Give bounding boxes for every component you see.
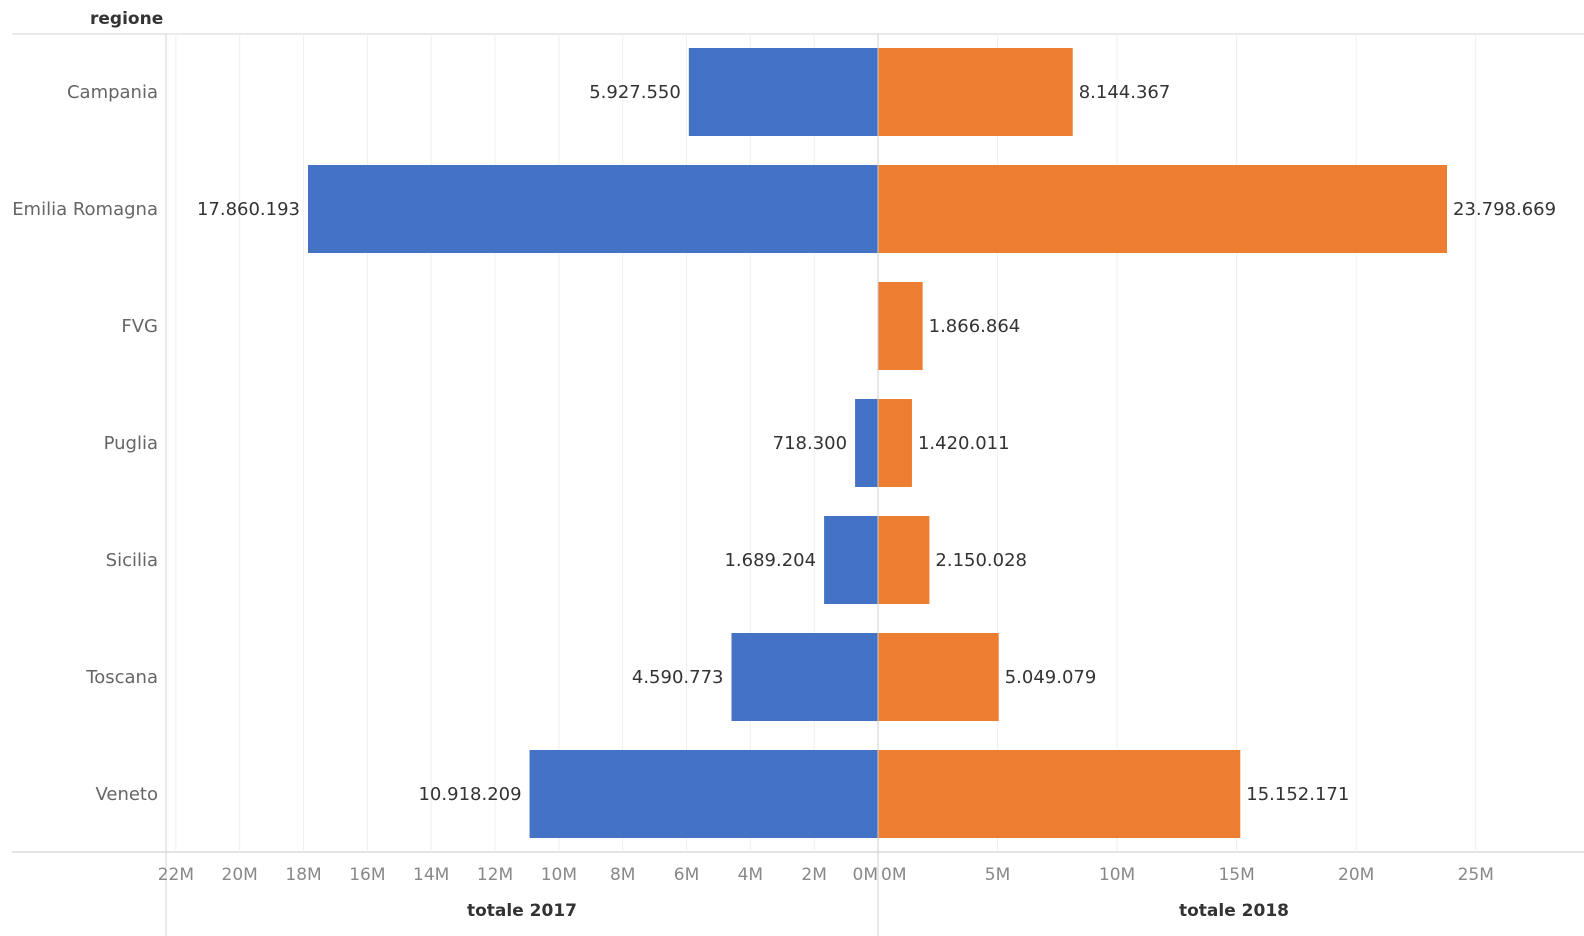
bar-2018 <box>878 516 930 604</box>
category-label: Emilia Romagna <box>12 199 158 220</box>
data-label-2018: 2.150.028 <box>935 550 1027 571</box>
category-label: FVG <box>121 316 158 337</box>
bar-2017 <box>688 48 878 136</box>
data-label-2018: 8.144.367 <box>1079 82 1171 103</box>
bar-2018 <box>878 633 999 721</box>
data-label-2018: 23.798.669 <box>1453 199 1556 220</box>
bar-2017 <box>529 750 878 838</box>
x-axis-title-right: totale 2018 <box>1179 901 1289 921</box>
x-tick-right: 25M <box>1458 865 1494 885</box>
bar-2018 <box>878 165 1447 253</box>
bar-2018 <box>878 48 1073 136</box>
x-tick-left: 12M <box>477 865 513 885</box>
bar-2018 <box>878 750 1241 838</box>
x-tick-right: 5M <box>985 865 1010 885</box>
x-tick-right: 15M <box>1218 865 1254 885</box>
x-tick-left: 10M <box>541 865 577 885</box>
x-tick-left: 16M <box>349 865 385 885</box>
category-label: Puglia <box>104 433 158 454</box>
data-label-2018: 1.866.864 <box>929 316 1021 337</box>
category-label: Toscana <box>85 667 158 688</box>
data-label-2018: 5.049.079 <box>1005 667 1097 688</box>
row-header: regione <box>90 9 164 29</box>
bar-2017 <box>855 399 878 487</box>
category-label: Sicilia <box>106 550 158 571</box>
bar-2017 <box>308 165 878 253</box>
bar-2017 <box>731 633 878 721</box>
x-tick-right: 0M <box>881 865 906 885</box>
data-label-2017: 17.860.193 <box>197 199 300 220</box>
bar-2017 <box>824 516 878 604</box>
x-tick-left: 2M <box>801 865 826 885</box>
data-label-2018: 15.152.171 <box>1246 784 1349 805</box>
data-label-2017: 5.927.550 <box>589 82 681 103</box>
x-tick-right: 20M <box>1338 865 1374 885</box>
category-label: Veneto <box>95 784 158 805</box>
x-tick-left: 14M <box>413 865 449 885</box>
bar-2018 <box>878 399 912 487</box>
x-tick-right: 10M <box>1099 865 1135 885</box>
x-tick-left: 8M <box>610 865 635 885</box>
data-label-2018: 1.420.011 <box>918 433 1010 454</box>
x-tick-left: 18M <box>285 865 321 885</box>
data-label-2017: 1.689.204 <box>724 550 816 571</box>
x-axis-title-left: totale 2017 <box>467 901 577 921</box>
bar-2018 <box>878 282 923 370</box>
x-tick-left: 20M <box>222 865 258 885</box>
data-label-2017: 10.918.209 <box>418 784 521 805</box>
x-tick-left: 0M <box>853 865 878 885</box>
x-tick-left: 22M <box>158 865 194 885</box>
data-label-2017: 718.300 <box>773 433 847 454</box>
x-tick-left: 4M <box>738 865 763 885</box>
category-label: Campania <box>67 82 158 103</box>
data-label-2017: 4.590.773 <box>632 667 724 688</box>
x-tick-left: 6M <box>674 865 699 885</box>
